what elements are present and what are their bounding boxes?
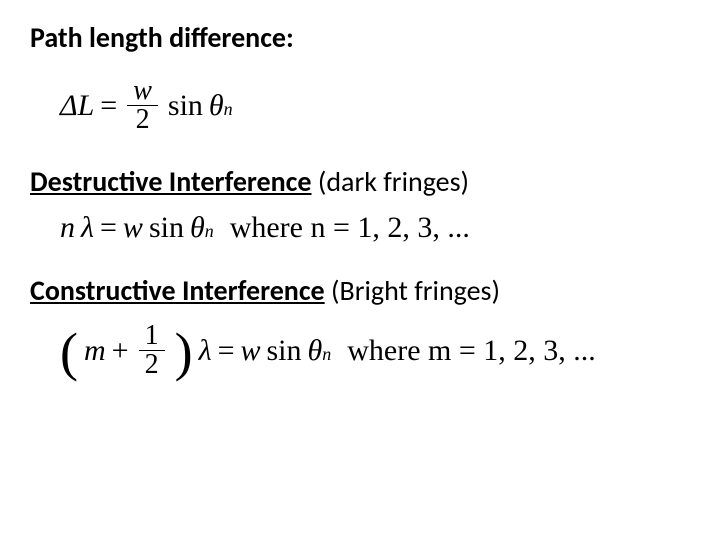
fraction-numerator: 1 <box>139 322 165 351</box>
where-clause: where n = 1, 2, 3, ... <box>230 213 470 243</box>
sin-function: sin <box>267 336 302 366</box>
w-symbol: w <box>123 213 143 243</box>
plus-sign: + <box>112 336 129 366</box>
equation-path-length: ΔL = w 2 sin θn <box>60 77 690 134</box>
theta-n: θn <box>209 91 233 121</box>
theta-subscript: n <box>322 345 331 363</box>
lambda-symbol: λ <box>199 336 212 366</box>
theta-symbol: θ <box>190 213 205 243</box>
equation-constructive: ( m + 1 2 ) λ = w sin θn where m = 1, 2,… <box>60 322 690 379</box>
equation-destructive: nλ = w sin θn where n = 1, 2, 3, ... <box>60 213 690 243</box>
fraction-1-over-2: 1 2 <box>139 322 165 379</box>
fraction-numerator: w <box>127 77 158 106</box>
equals-sign: = <box>218 336 235 366</box>
theta-symbol: θ <box>209 91 224 121</box>
slide: Path length difference: ΔL = w 2 sin θn … <box>0 0 720 540</box>
theta-subscript: n <box>205 222 214 240</box>
lambda-symbol: λ <box>81 213 94 243</box>
n-symbol: n <box>60 213 75 243</box>
equals-sign: = <box>100 213 117 243</box>
right-paren: ) <box>175 334 193 372</box>
heading-constructive-plain: (Bright fringes) <box>325 273 500 308</box>
equals-sign: = <box>100 91 117 121</box>
heading-destructive-bold: Destructive Interference <box>30 164 312 199</box>
sin-function: sin <box>149 213 184 243</box>
fraction-denominator: 2 <box>130 106 156 134</box>
heading-constructive-bold: Constructive Interference <box>30 273 325 308</box>
theta-symbol: θ <box>308 336 323 366</box>
w-symbol: w <box>240 336 260 366</box>
m-symbol: m <box>84 336 106 366</box>
heading-path-length: Path length difference: <box>30 20 690 55</box>
sin-function: sin <box>168 91 203 121</box>
heading-constructive: Constructive Interference (Bright fringe… <box>30 273 690 308</box>
heading-destructive: Destructive Interference (dark fringes) <box>30 164 690 199</box>
theta-n: θn <box>308 336 332 366</box>
where-clause: where m = 1, 2, 3, ... <box>347 336 596 366</box>
theta-subscript: n <box>224 100 233 118</box>
heading-destructive-plain: (dark fringes) <box>312 164 470 199</box>
delta-l-symbol: ΔL <box>60 91 94 121</box>
theta-n: θn <box>190 213 214 243</box>
left-paren: ( <box>60 334 78 372</box>
fraction-w-over-2: w 2 <box>127 77 158 134</box>
fraction-denominator: 2 <box>139 351 165 379</box>
